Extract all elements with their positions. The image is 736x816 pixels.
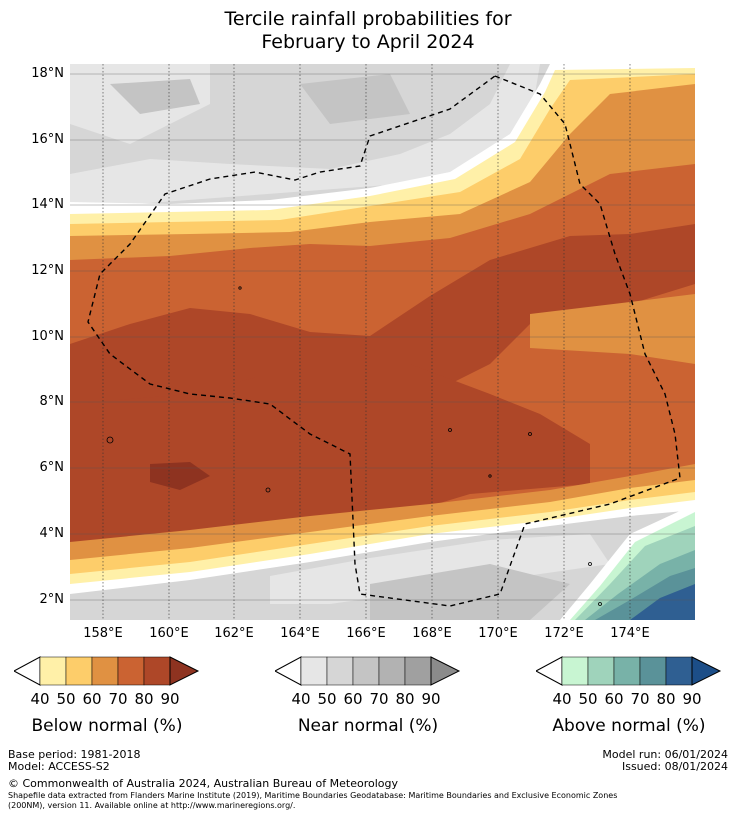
above-tick-90: 90: [682, 690, 702, 708]
lon-label-170: 170°E: [478, 626, 518, 641]
below-tick-90: 90: [160, 690, 180, 708]
base-period: Base period: 1981-2018: [8, 748, 141, 761]
eez-boundary-line: [87, 75, 681, 607]
lon-label-172: 172°E: [544, 626, 584, 641]
lat-label-14: 14°N: [31, 197, 64, 212]
above-tick-50: 50: [578, 690, 598, 708]
issued-date: Issued: 08/01/2024: [621, 760, 728, 773]
lat-label-18: 18°N: [31, 66, 64, 81]
above-normal-title: Above normal (%): [552, 716, 706, 736]
near-normal-dark-patch: [110, 79, 200, 114]
near-tick-50: 50: [317, 690, 337, 708]
below-80-south: [70, 364, 590, 554]
model-run: Model run: 06/01/2024: [602, 748, 728, 761]
near-normal-title: Near normal (%): [297, 716, 439, 736]
lat-label-4: 4°N: [39, 526, 65, 541]
below-80-region: [70, 224, 695, 404]
below-tick-70: 70: [108, 690, 128, 708]
lat-label-12: 12°N: [31, 263, 64, 278]
probability-map: [70, 64, 695, 620]
above-tick-40: 40: [552, 690, 572, 708]
near-normal-dark-patch-2: [300, 74, 410, 124]
below-normal-colorbar: [14, 656, 200, 686]
near-tick-60: 60: [343, 690, 363, 708]
near-normal-colorbar: [275, 656, 461, 686]
below-tick-40: 40: [30, 690, 50, 708]
near-tick-80: 80: [395, 690, 415, 708]
above-tick-80: 80: [656, 690, 676, 708]
lon-label-162: 162°E: [214, 626, 254, 641]
above-tick-70: 70: [630, 690, 650, 708]
lat-label-2: 2°N: [39, 592, 65, 607]
shapefile-credit: Shapefile data extracted from Flanders M…: [8, 791, 728, 811]
below-90-patch: [150, 462, 210, 490]
lat-label-10: 10°N: [31, 329, 64, 344]
near-tick-90: 90: [421, 690, 441, 708]
copyright: © Commonwealth of Australia 2024, Austra…: [8, 777, 398, 790]
gridlines: [102, 64, 631, 620]
lat-label-16: 16°N: [31, 132, 64, 147]
lon-label-166: 166°E: [346, 626, 386, 641]
near-tick-70: 70: [369, 690, 389, 708]
below-70-east-patch: [530, 294, 695, 364]
lat-lines: [70, 73, 695, 601]
model-name: Model: ACCESS-S2: [8, 760, 110, 773]
above-normal-colorbar: [536, 656, 722, 686]
above-tick-60: 60: [604, 690, 624, 708]
shapefile-credit-line-2: (200NM), version 11. Available online at…: [8, 801, 296, 810]
lon-label-158: 158°E: [83, 626, 123, 641]
chart-title: Tercile rainfall probabilities for Febru…: [0, 8, 736, 54]
near-normal-light-center: [70, 64, 540, 209]
islands: [106, 286, 602, 606]
above-80-region: [630, 584, 695, 620]
title-line-1: Tercile rainfall probabilities for: [224, 8, 512, 30]
title-line-2: February to April 2024: [261, 31, 475, 53]
below-normal-title: Below normal (%): [31, 716, 183, 736]
lat-label-8: 8°N: [39, 394, 65, 409]
lon-label-160: 160°E: [149, 626, 189, 641]
lon-label-174: 174°E: [610, 626, 650, 641]
lon-label-164: 164°E: [280, 626, 320, 641]
lat-label-6: 6°N: [39, 460, 65, 475]
lon-label-168: 168°E: [412, 626, 452, 641]
shapefile-credit-line-1: Shapefile data extracted from Flanders M…: [8, 791, 618, 800]
near-normal-south-dark: [370, 564, 570, 620]
below-tick-60: 60: [82, 690, 102, 708]
below-tick-80: 80: [134, 690, 154, 708]
near-normal-south-light: [270, 534, 610, 604]
near-tick-40: 40: [291, 690, 311, 708]
below-tick-50: 50: [56, 690, 76, 708]
